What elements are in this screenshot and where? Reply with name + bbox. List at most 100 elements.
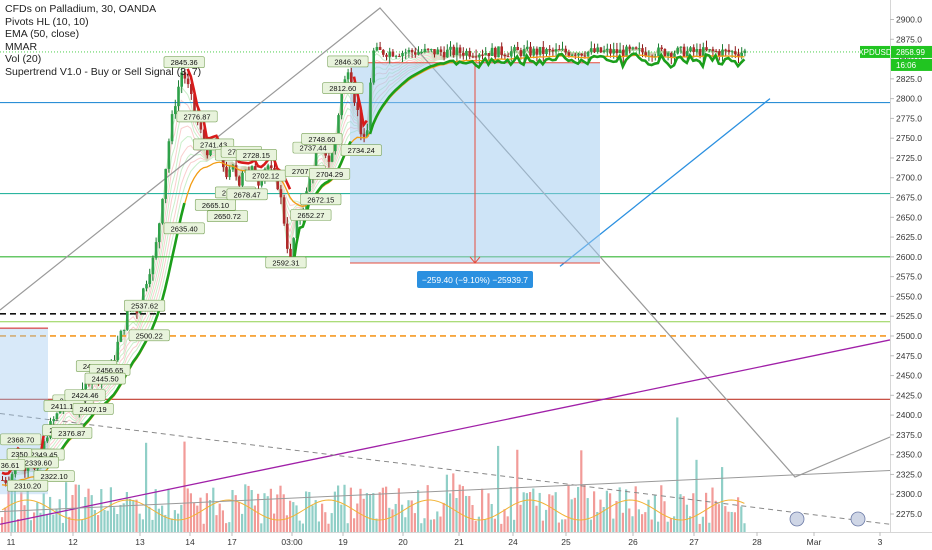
candle-body — [737, 54, 740, 57]
volume-bar — [231, 489, 234, 532]
pivot-label-box — [301, 132, 343, 145]
volume-bar — [538, 492, 541, 532]
volume-bar — [647, 499, 650, 532]
volume-bar — [618, 487, 621, 532]
candle-body — [679, 46, 683, 48]
volume-bar — [689, 516, 692, 532]
legend-indicator-mmar[interactable]: MMAR — [5, 40, 38, 53]
candle-body — [602, 50, 606, 53]
candle-body — [366, 130, 369, 137]
volume-bar — [599, 499, 602, 532]
candle-body — [372, 50, 375, 83]
volume-bar — [1, 517, 4, 532]
volume-bar — [343, 484, 346, 532]
candle-body — [538, 46, 542, 55]
candle-body — [551, 49, 555, 52]
volume-bar — [602, 507, 605, 532]
volume-bar — [474, 520, 477, 532]
volume-bar — [564, 519, 567, 532]
candle-body — [580, 53, 583, 56]
candle-body — [167, 141, 171, 169]
pivot-label-box — [327, 55, 369, 68]
volume-bar — [605, 490, 608, 532]
pivot-label: 2424.46 — [71, 391, 98, 400]
volume-bar — [391, 509, 394, 532]
pivot-label-box — [194, 199, 236, 211]
candle-body — [4, 480, 7, 483]
volume-bar — [593, 491, 596, 532]
volume-bar — [586, 498, 589, 532]
candle-body — [631, 47, 635, 49]
candle-body — [295, 220, 299, 239]
volume-bar — [282, 494, 285, 532]
volume-bar — [458, 484, 461, 532]
volume-bar — [449, 493, 452, 532]
volume-bar — [365, 493, 368, 532]
legend-indicator-supertrend[interactable]: Supertrend V1.0 - Buy or Sell Signal (3,… — [5, 65, 202, 78]
pivot-label-box — [51, 427, 93, 439]
volume-bar — [641, 514, 644, 532]
volume-bar — [740, 506, 743, 532]
volume-bar — [292, 502, 295, 532]
price-tick-label: 2675.0 — [896, 193, 922, 203]
volume-bar — [141, 519, 144, 532]
volume-bar — [666, 521, 669, 532]
candle-body — [420, 51, 423, 53]
pivot-label: 2592.31 — [272, 258, 299, 267]
candle-body — [686, 51, 689, 57]
volume-bar — [516, 449, 519, 532]
volume-bar — [375, 518, 378, 532]
legend-indicator-pivots[interactable]: Pivots HL (10, 10) — [5, 15, 89, 28]
candle-body — [474, 56, 478, 58]
candle-body — [145, 284, 148, 289]
candle-body — [122, 329, 126, 331]
volume-bar — [151, 519, 154, 532]
volume-bar — [317, 521, 320, 532]
volume-bar — [196, 505, 199, 532]
price-tick-label: 2500.0 — [896, 331, 922, 341]
candle-body — [641, 48, 644, 53]
price-axis-bg — [891, 0, 932, 532]
volume-bar — [90, 495, 93, 532]
candle-body — [449, 46, 452, 50]
volume-bar — [468, 496, 471, 532]
pivot-label: 2411.13 — [51, 402, 78, 411]
pivot-label-box — [265, 256, 307, 269]
candle-body — [567, 52, 571, 56]
last-price-text: 2858.99 — [896, 48, 925, 57]
legend-indicator-volume[interactable]: Vol (20) — [5, 53, 42, 66]
volume-bar — [695, 459, 698, 532]
volume-bar — [148, 506, 151, 532]
price-tick-label: 2425.0 — [896, 390, 922, 400]
volume-bar — [522, 492, 525, 532]
volume-bar — [637, 509, 640, 532]
candle-body — [522, 49, 526, 57]
pivot-label-box — [124, 299, 166, 312]
volume-bar — [161, 505, 164, 532]
volume-bar — [378, 492, 381, 532]
candle-body — [289, 248, 292, 258]
price-tick-label: 2625.0 — [896, 232, 922, 242]
candle-body — [238, 176, 241, 186]
candle-body — [644, 52, 647, 57]
volume-bar — [711, 487, 714, 532]
countdown-box — [891, 58, 932, 71]
legend-indicator-ema[interactable]: EMA (50, close) — [5, 28, 80, 41]
volume-bar — [513, 519, 516, 532]
candle-body — [388, 51, 391, 57]
volume-bar — [615, 500, 618, 532]
pivot-label: 2678.47 — [234, 190, 261, 199]
candle-body — [609, 48, 612, 54]
candle-body — [545, 49, 548, 55]
volume-bar — [170, 518, 173, 532]
volume-bar — [737, 497, 740, 532]
volume-bar — [465, 495, 468, 532]
candle-body — [414, 52, 417, 55]
volume-bar — [609, 493, 612, 532]
volume-bar — [301, 523, 304, 532]
volume-bar — [266, 496, 269, 532]
volume-bar — [189, 493, 192, 532]
price-tick-label: 2575.0 — [896, 272, 922, 282]
volume-bar — [554, 492, 557, 532]
